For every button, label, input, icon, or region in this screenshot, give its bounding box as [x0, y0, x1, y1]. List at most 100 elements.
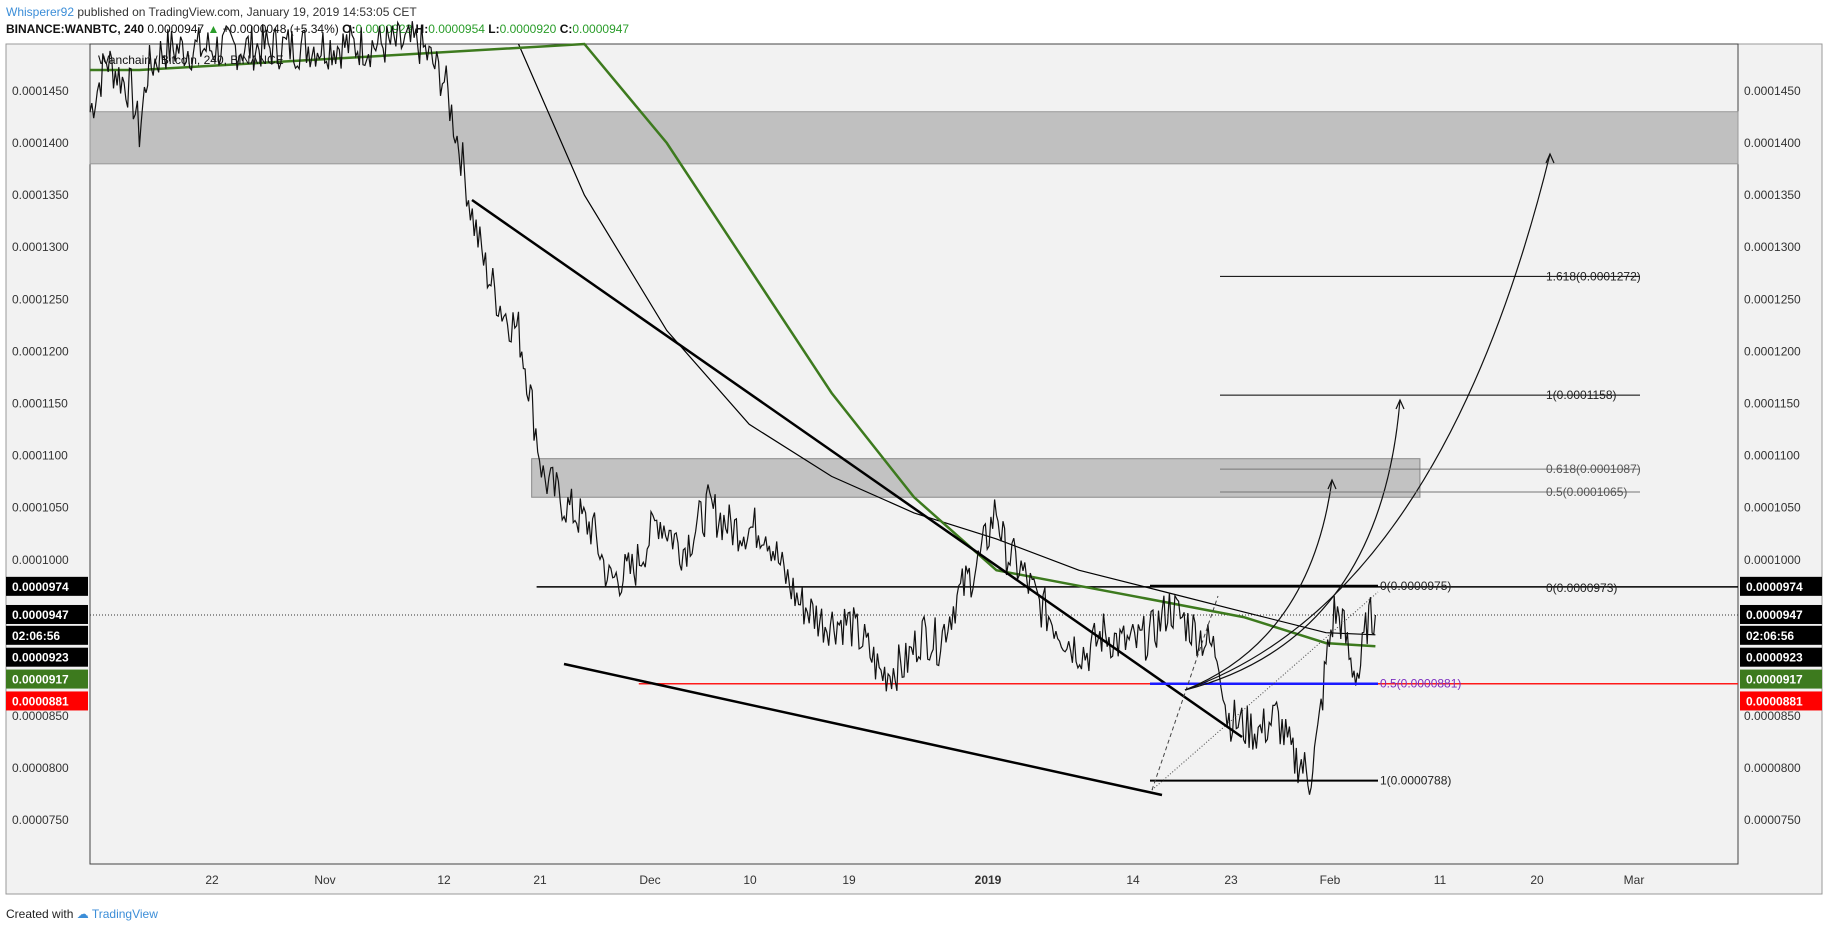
y-tick-right-1: 0.0001450	[1744, 84, 1801, 98]
resistance-zone-lower	[531, 458, 1421, 498]
y-tick-right-10: 0.0001000	[1744, 553, 1801, 567]
chart-title: Wanchain / Bitcoin, 240, BINANCE	[98, 53, 284, 67]
price-tag-bg-left-3	[6, 625, 88, 645]
y-tick-right-2: 0.0001400	[1744, 136, 1801, 150]
published-text: published on TradingView.com, January 19…	[77, 5, 417, 19]
tradingview-logo-icon[interactable]: ☁	[76, 907, 89, 921]
price-tag-bg-left-2	[6, 604, 88, 624]
high-value: 0.0000954	[428, 22, 485, 36]
close-label: C:	[559, 22, 573, 36]
x-tick-10: 23	[1224, 873, 1238, 887]
price-tag-left-5: 0.0000917	[12, 673, 69, 687]
y-tick-right-12: 0.0000800	[1744, 761, 1801, 775]
y-tick-left-9: 0.0001050	[12, 501, 69, 515]
publish-info: Whisperer92 published on TradingView.com…	[6, 5, 417, 19]
price-tag-right-6: 0.0000881	[1746, 694, 1803, 708]
projection-arrow-3	[1184, 153, 1551, 691]
x-tick-11: Feb	[1320, 873, 1341, 887]
x-tick-3: 12	[437, 873, 451, 887]
y-tick-left-5: 0.0001250	[12, 292, 69, 306]
price-tag-bg-left-1	[6, 576, 88, 596]
y-tick-left-1: 0.0001450	[12, 84, 69, 98]
price-tag-right-2: 0.0000947	[1746, 608, 1803, 622]
price-tag-left-2: 0.0000947	[12, 608, 69, 622]
price-tag-bg-right-6	[1740, 691, 1822, 711]
up-triangle-icon: ▲	[207, 22, 220, 36]
arrow-head-3	[1545, 152, 1555, 164]
price-tag-bg-left-5	[6, 669, 88, 689]
x-tick-8: 2019	[975, 873, 1002, 887]
resistance-zone-upper	[89, 111, 1739, 165]
plot-area	[89, 43, 1739, 865]
created-with-label: Created with	[6, 907, 74, 921]
arrow-head-1	[1327, 478, 1337, 490]
price-tag-right-5: 0.0000917	[1746, 673, 1803, 687]
y-tick-left-10: 0.0001000	[12, 553, 69, 567]
price-tag-left-6: 0.0000881	[12, 694, 69, 708]
fib-ext-label-2: 1(0.0001158)	[1546, 388, 1617, 402]
fib-ret-label-2: 0.5(0.0000881)	[1380, 677, 1461, 691]
y-tick-left-4: 0.0001300	[12, 240, 69, 254]
footer: Created with ☁ TradingView	[6, 907, 158, 921]
x-tick-4: 21	[533, 873, 547, 887]
projection-dotted-line	[1151, 591, 1379, 791]
price-tag-right-3: 02:06:56	[1746, 629, 1794, 643]
price-tag-bg-right-5	[1740, 669, 1822, 689]
y-tick-right-7: 0.0001150	[1744, 396, 1800, 410]
y-tick-left-2: 0.0001400	[12, 136, 69, 150]
y-tick-right-4: 0.0001300	[1744, 240, 1801, 254]
projection-dashed-line	[1151, 595, 1219, 791]
close-value: 0.0000947	[572, 22, 630, 36]
y-tick-left-6: 0.0001200	[12, 344, 69, 358]
x-tick-12: 11	[1434, 873, 1447, 887]
y-tick-left-3: 0.0001350	[12, 188, 69, 202]
x-tick-13: 20	[1530, 873, 1544, 887]
fib-ext-label-5: 0(0.0000973)	[1546, 581, 1617, 595]
y-tick-left-12: 0.0000800	[12, 761, 69, 775]
price-tag-bg-right-2	[1740, 604, 1822, 624]
price-series	[89, 20, 1376, 795]
lower-wedge-line	[563, 662, 1163, 797]
x-tick-2: Nov	[314, 873, 335, 887]
y-tick-right-3: 0.0001350	[1744, 188, 1801, 202]
y-tick-right-6: 0.0001200	[1744, 344, 1801, 358]
price-tag-bg-left-6	[6, 691, 88, 711]
price-tag-bg-left-4	[6, 647, 88, 667]
fib-ext-label-1: 1.618(0.0001272)	[1546, 269, 1641, 283]
y-tick-left-11: 0.0000850	[12, 709, 69, 723]
y-tick-right-9: 0.0001050	[1744, 501, 1801, 515]
fib-ret-label-1: 0(0.0000975)	[1380, 579, 1451, 593]
fib-ext-label-4: 0.5(0.0001065)	[1546, 485, 1627, 499]
projection-arrow-1	[1184, 479, 1333, 691]
y-tick-left-8: 0.0001100	[12, 449, 68, 463]
price-tag-left-1: 0.0000974	[12, 580, 69, 594]
y-tick-right-13: 0.0000750	[1744, 813, 1801, 827]
arrow-head-2	[1395, 398, 1405, 410]
symbol-interval: BINANCE:WANBTC, 240	[6, 22, 145, 36]
y-tick-left-13: 0.0000750	[12, 813, 69, 827]
price-tag-bg-right-4	[1740, 647, 1822, 667]
x-tick-14: Mar	[1624, 873, 1645, 887]
y-tick-right-11: 0.0000850	[1744, 709, 1801, 723]
price-tag-left-3: 02:06:56	[12, 629, 60, 643]
y-tick-right-8: 0.0001100	[1744, 449, 1800, 463]
x-tick-7: 19	[842, 873, 856, 887]
moving-average-1	[517, 43, 1376, 636]
price-tag-right-4: 0.0000923	[1746, 651, 1803, 665]
price-tag-bg-right-1	[1740, 576, 1822, 596]
last-price: 0.0000947	[147, 22, 205, 36]
low-value: 0.0000920	[499, 22, 557, 36]
moving-average-2	[90, 42, 1376, 648]
tradingview-brand[interactable]: TradingView	[91, 907, 158, 921]
author-link[interactable]: Whisperer92	[6, 5, 75, 19]
price-tag-left-4: 0.0000923	[12, 651, 69, 665]
price-tag-bg-right-3	[1740, 625, 1822, 645]
fib-ret-label-3: 1(0.0000788)	[1380, 774, 1451, 788]
x-tick-5: Dec	[639, 873, 660, 887]
descending-trendline	[471, 198, 1243, 739]
y-tick-right-5: 0.0001250	[1744, 292, 1801, 306]
price-tag-right-1: 0.0000974	[1746, 580, 1803, 594]
y-tick-left-7: 0.0001150	[12, 396, 68, 410]
x-tick-1: 22	[205, 873, 219, 887]
